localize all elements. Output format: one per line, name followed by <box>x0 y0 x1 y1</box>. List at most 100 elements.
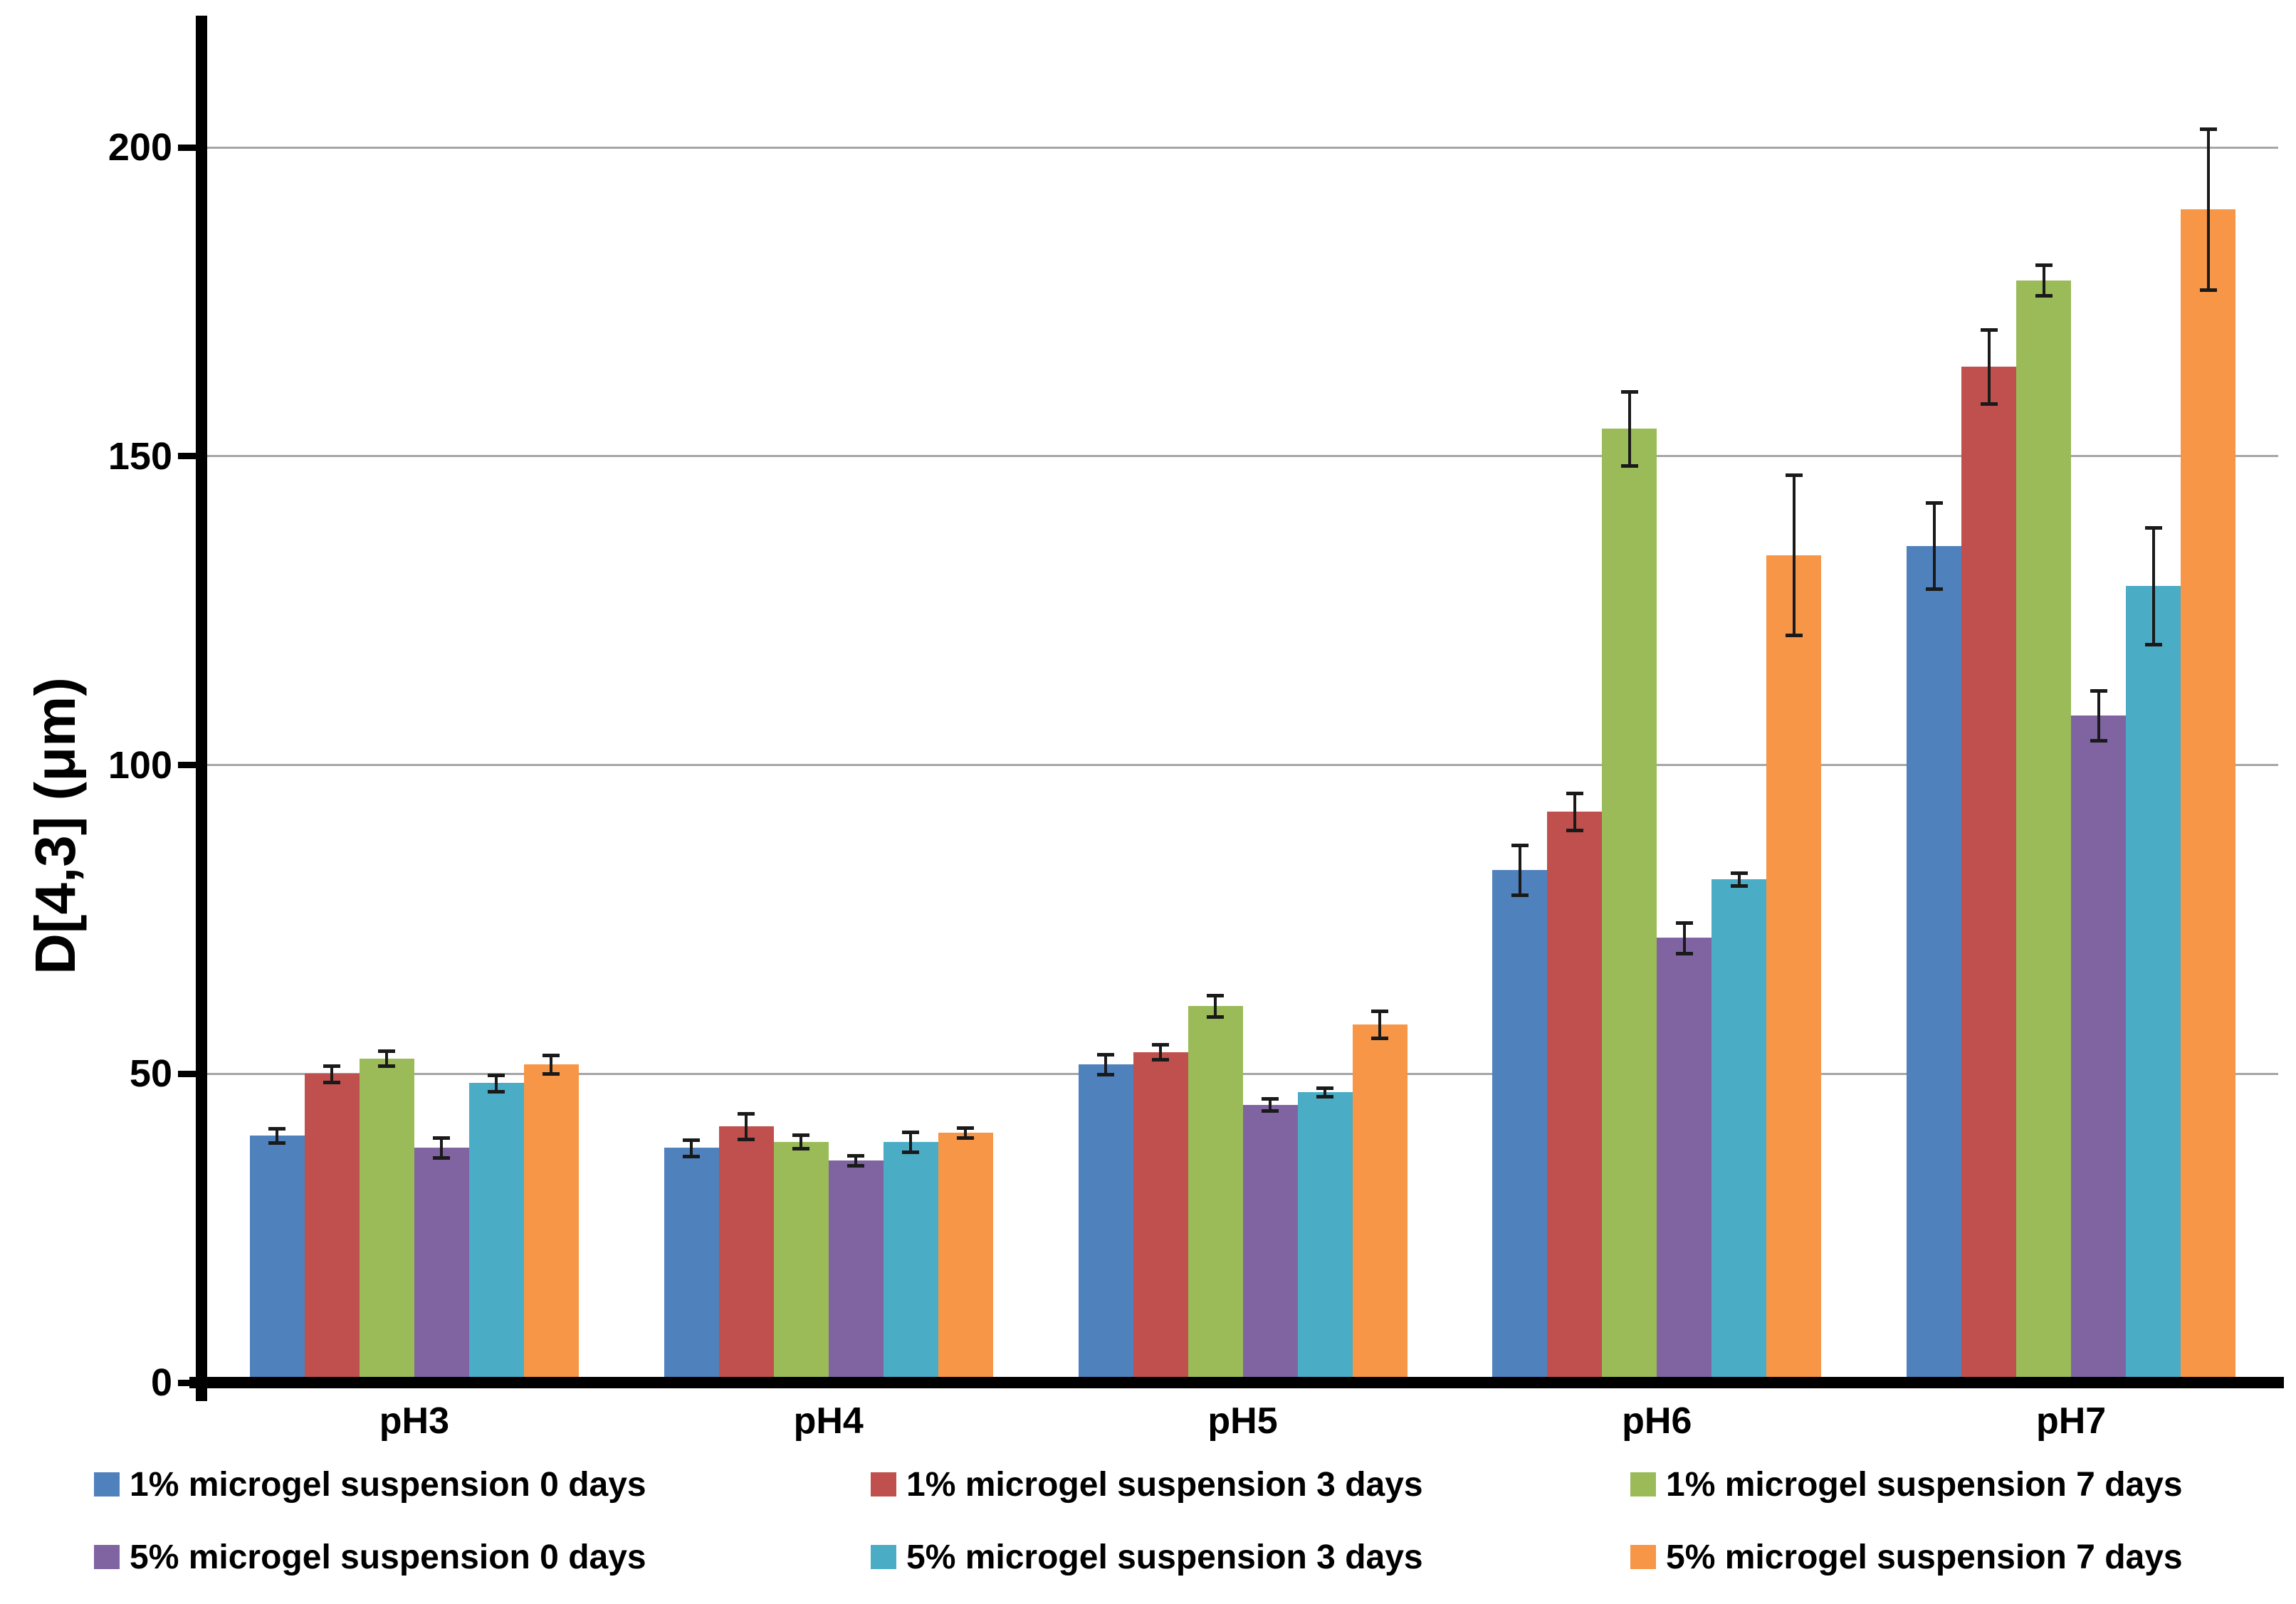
bar <box>1188 1005 1243 1383</box>
error-bar-cap <box>1152 1043 1169 1047</box>
error-bar <box>1378 1010 1381 1038</box>
bar <box>1133 1052 1188 1383</box>
error-bar-cap <box>542 1072 560 1076</box>
error-bar <box>2206 128 2210 290</box>
error-bar <box>385 1051 389 1066</box>
error-bar <box>1682 922 1686 954</box>
error-bar-cap <box>1097 1073 1114 1077</box>
error-bar <box>2042 264 2045 296</box>
bar <box>249 1136 305 1383</box>
error-bar-cap <box>2144 643 2162 647</box>
bar <box>1547 811 1603 1383</box>
error-bar-cap <box>1316 1086 1333 1091</box>
error-bar <box>440 1138 444 1158</box>
bar <box>938 1132 993 1383</box>
bar <box>1078 1064 1133 1383</box>
error-bar <box>1159 1044 1162 1060</box>
bar <box>2016 280 2072 1383</box>
y-tick-label: 0 <box>150 1361 172 1404</box>
bar <box>1602 428 1657 1383</box>
error-bar-cap <box>1566 828 1583 832</box>
error-bar-cap <box>1207 1015 1224 1019</box>
error-bar-cap <box>1925 500 1943 505</box>
gridline <box>207 1072 2278 1075</box>
error-bar-cap <box>1675 921 1693 925</box>
error-bar-cap <box>2199 127 2217 131</box>
error-bar <box>1627 391 1631 466</box>
y-tick-label: 50 <box>129 1052 172 1096</box>
x-category-label: pH7 <box>2035 1400 2107 1442</box>
error-bar-cap <box>1371 1009 1388 1013</box>
error-bar-cap <box>1785 473 1803 477</box>
x-category-label: pH4 <box>793 1400 864 1442</box>
bar <box>468 1083 524 1383</box>
error-bar <box>909 1131 913 1152</box>
error-bar-cap <box>1262 1109 1279 1113</box>
error-bar-cap <box>792 1147 810 1151</box>
legend-swatch <box>94 1472 120 1496</box>
error-bar-cap <box>957 1136 975 1140</box>
legend-swatch <box>871 1545 896 1569</box>
bar <box>359 1058 414 1383</box>
error-bar-cap <box>323 1064 341 1068</box>
error-bar-cap <box>1566 791 1583 795</box>
error-bar-cap <box>1207 994 1224 998</box>
legend-item: 5% microgel suspension 0 days <box>94 1536 646 1578</box>
error-bar <box>745 1113 748 1140</box>
error-bar-cap <box>1925 587 1943 592</box>
legend-label: 5% microgel suspension 3 days <box>906 1538 1423 1576</box>
error-bar-cap <box>1980 327 1998 332</box>
y-tick-mark <box>178 1379 196 1386</box>
error-bar-cap <box>1620 389 1638 394</box>
error-bar-cap <box>2035 263 2053 267</box>
error-bar <box>495 1074 498 1091</box>
error-bar-cap <box>2144 525 2162 530</box>
y-axis-title: D[4,3] (μm) <box>23 677 87 975</box>
error-bar <box>2097 691 2100 740</box>
legend-label: 1% microgel suspension 0 days <box>130 1465 646 1504</box>
error-bar <box>2151 527 2155 645</box>
error-bar-cap <box>1620 463 1638 468</box>
error-bar-cap <box>1511 893 1529 897</box>
error-bar <box>1987 329 1991 404</box>
error-bar-cap <box>433 1136 451 1141</box>
error-bar-cap <box>1262 1096 1279 1101</box>
legend-item: 5% microgel suspension 3 days <box>871 1536 1423 1578</box>
gridline <box>207 455 2278 458</box>
error-bar-cap <box>542 1054 560 1058</box>
error-bar <box>550 1055 553 1074</box>
error-bar <box>1269 1098 1272 1111</box>
error-bar-cap <box>488 1089 505 1094</box>
error-bar-cap <box>1980 402 1998 406</box>
error-bar <box>1932 502 1936 589</box>
y-tick-mark <box>178 762 196 768</box>
error-bar <box>854 1155 858 1165</box>
error-bar-cap <box>847 1153 865 1158</box>
error-bar <box>1792 474 1796 636</box>
error-bar <box>1518 845 1521 895</box>
error-bar-cap <box>1371 1036 1388 1040</box>
error-bar-cap <box>847 1163 865 1168</box>
y-tick-mark <box>178 1070 196 1077</box>
bar <box>304 1074 360 1383</box>
error-bar <box>800 1135 803 1149</box>
bar <box>1907 545 1962 1383</box>
bar <box>1766 555 1822 1383</box>
legend-swatch <box>94 1545 120 1569</box>
y-tick-label: 150 <box>108 434 172 478</box>
legend-label: 5% microgel suspension 0 days <box>130 1538 646 1576</box>
error-bar <box>276 1128 279 1143</box>
error-bar-cap <box>1316 1095 1333 1099</box>
error-bar <box>1104 1054 1107 1075</box>
error-bar-cap <box>488 1073 505 1077</box>
error-bar <box>1737 873 1741 886</box>
legend-item: 5% microgel suspension 7 days <box>1630 1536 2183 1578</box>
error-bar-cap <box>268 1126 286 1131</box>
bar <box>1242 1104 1298 1383</box>
error-bar <box>1323 1088 1326 1097</box>
legend-swatch <box>871 1472 896 1496</box>
error-bar-cap <box>2199 288 2217 292</box>
legend-swatch <box>1630 1472 1656 1496</box>
bar <box>828 1160 884 1383</box>
